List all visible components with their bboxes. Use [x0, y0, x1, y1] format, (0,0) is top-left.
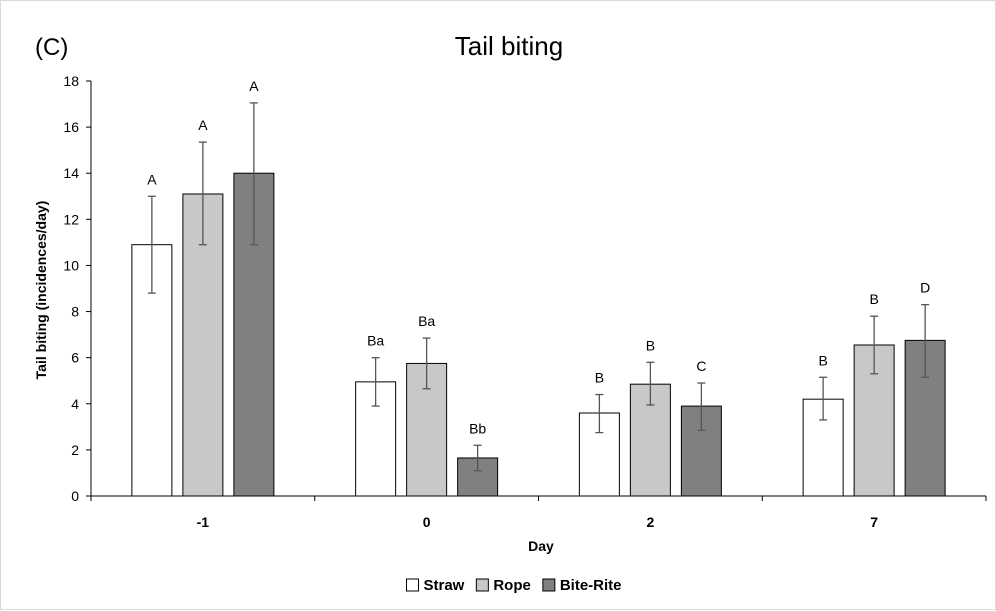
data-label: Ba	[418, 313, 435, 329]
y-tick-label: 2	[71, 442, 79, 458]
data-label: A	[147, 171, 157, 187]
y-tick-label: 18	[63, 73, 79, 89]
data-label: A	[249, 78, 259, 94]
y-tick-label: 4	[71, 396, 79, 412]
data-label: C	[696, 358, 706, 374]
data-label: B	[646, 337, 655, 353]
y-tick-label: 8	[71, 304, 79, 320]
legend-swatch	[405, 578, 419, 592]
legend-label: Rope	[493, 577, 531, 594]
legend-swatch	[542, 578, 556, 592]
data-label: D	[920, 280, 930, 296]
y-tick-label: 16	[63, 119, 79, 135]
legend-label: Bite-Rite	[560, 577, 622, 594]
plot-area: 0 2 4 6 8 10 12 14 16 18 -1 A A A 0 Ba Ba Bb 2 B B C 7 B B D	[63, 73, 987, 530]
x-tick-label: 7	[870, 514, 878, 530]
data-label: B	[818, 352, 827, 368]
data-label: A	[198, 117, 208, 133]
x-axis-label: Day	[528, 538, 554, 554]
x-tick-label: 0	[423, 514, 431, 530]
y-tick-label: 10	[63, 257, 79, 273]
panel-label: (C)	[35, 34, 68, 61]
x-tick-label: 2	[646, 514, 654, 530]
legend-label: Straw	[423, 577, 464, 594]
chart-title: Tail biting	[455, 31, 563, 61]
y-tick-label: 0	[71, 488, 79, 504]
legend: Straw Rope Bite-Rite	[405, 577, 622, 594]
y-axis-label: Tail biting (incidences/day)	[33, 201, 49, 380]
legend-swatch	[475, 578, 489, 592]
x-tick-label: -1	[197, 514, 210, 530]
y-tick-label: 6	[71, 350, 79, 366]
data-label: Ba	[367, 333, 384, 349]
y-tick-label: 12	[63, 211, 79, 227]
data-label: Bb	[469, 420, 486, 436]
y-tick-label: 14	[63, 165, 79, 181]
data-label: B	[595, 370, 604, 386]
data-label: B	[869, 291, 878, 307]
